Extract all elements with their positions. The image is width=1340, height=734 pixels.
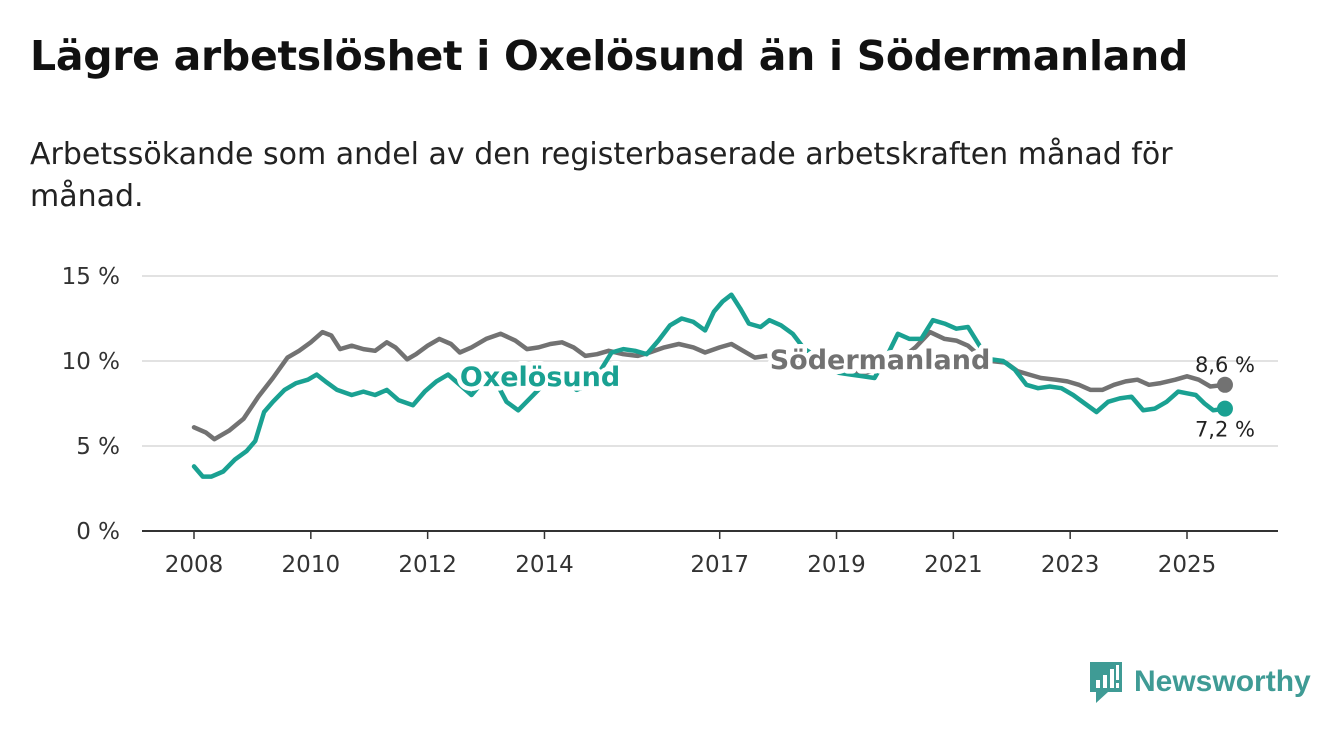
x-tick-label: 2019	[807, 552, 866, 578]
x-tick-label: 2025	[1158, 552, 1217, 578]
gridlines	[142, 275, 1278, 447]
x-tick-label: 2008	[165, 552, 224, 578]
y-tick-label: 0 %	[76, 519, 120, 545]
series-lines	[191, 292, 1228, 479]
sodermanland-end-marker	[1216, 376, 1233, 393]
oxelosund-end-label: 7,2 %	[1195, 418, 1255, 442]
brand-name: Newsworthy	[1134, 665, 1311, 698]
sodermanland-line	[191, 329, 1228, 442]
newsworthy-logo: Newsworthy	[1088, 660, 1311, 704]
oxelosund-line	[191, 292, 1228, 479]
x-tick-label: 2021	[924, 552, 983, 578]
x-tick-label: 2014	[515, 552, 574, 578]
series-labels: SödermanlandSödermanlandOxelösundOxelösu…	[455, 341, 1255, 442]
y-axis-tick-labels: 0 % 5 % 10 % 15 %	[62, 264, 120, 545]
chart-title: Lägre arbetslöshet i Oxelösund än i Söde…	[30, 32, 1189, 80]
oxelosund-series-label: Oxelösund	[460, 362, 620, 393]
x-tick-label: 2017	[690, 552, 749, 578]
x-tick-label: 2012	[398, 552, 457, 578]
sodermanland-series-label: Södermanland	[770, 345, 991, 376]
oxelosund-label-halo: Oxelösund	[460, 362, 620, 393]
x-tick-label: 2010	[282, 552, 341, 578]
x-tick-label: 2023	[1041, 552, 1100, 578]
oxelosund-end-marker	[1216, 400, 1233, 417]
y-tick-label: 10 %	[62, 349, 120, 375]
y-tick-label: 5 %	[76, 434, 120, 460]
line-chart: 0 %5 %10 %15 % 2008 2010 2012 2014 2017 2019 2…	[62, 264, 1278, 578]
sodermanland-end-label: 8,6 %	[1195, 353, 1255, 377]
y-tick-label: 15 %	[62, 264, 120, 290]
bar-chart-icon	[1090, 662, 1122, 703]
sodermanland-label-halo: Södermanland	[770, 345, 991, 376]
chart-subtitle: Arbetssökande som andel av den registerb…	[30, 137, 1173, 214]
x-axis-tick-labels: 2008 2010 2012 2014 2017 2019 2021 2023 2025	[165, 531, 1217, 578]
